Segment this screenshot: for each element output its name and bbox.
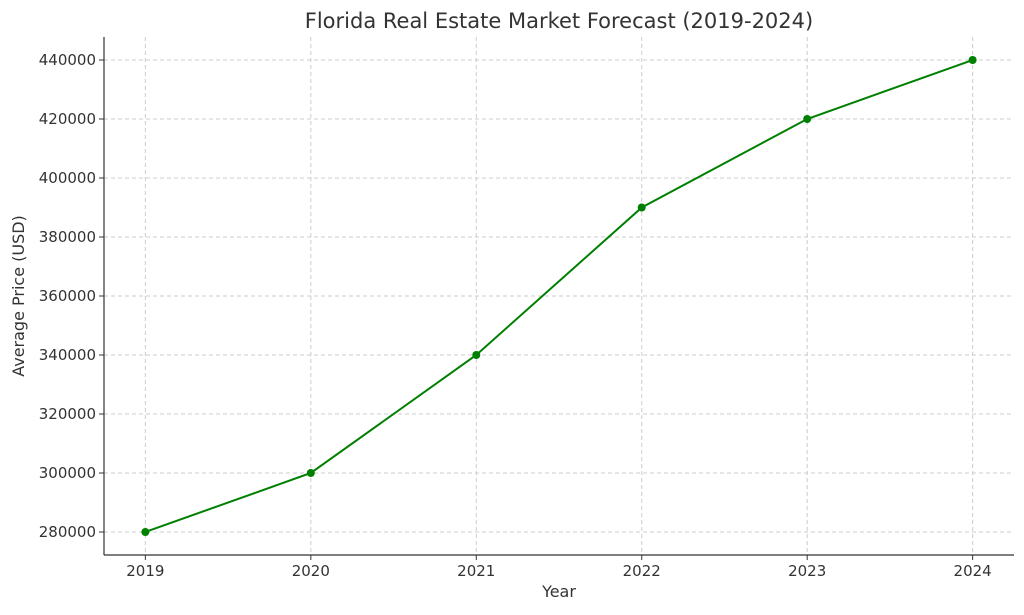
chart-title: Florida Real Estate Market Forecast (201… (305, 9, 813, 33)
x-tick-label: 2023 (788, 562, 826, 580)
x-axis-label: Year (541, 582, 576, 601)
x-tick-label: 2019 (126, 562, 164, 580)
data-point (968, 56, 977, 65)
data-point (141, 527, 150, 536)
x-tick-label: 2024 (954, 562, 992, 580)
y-tick-label: 360000 (39, 287, 96, 305)
y-tick-label: 280000 (39, 523, 96, 541)
y-tick-label: 380000 (39, 228, 96, 246)
y-tick-label: 400000 (39, 169, 96, 187)
y-tick-label: 340000 (39, 346, 96, 364)
y-tick-label: 300000 (39, 464, 96, 482)
data-point (306, 468, 315, 477)
data-point (472, 350, 481, 359)
y-tick-label: 440000 (39, 51, 96, 69)
series-line (145, 59, 973, 533)
y-axis-label: Average Price (USD) (9, 215, 28, 377)
y-tick-label: 420000 (39, 110, 96, 128)
data-point (637, 203, 646, 212)
x-tick-label: 2022 (623, 562, 661, 580)
x-tick-label: 2020 (292, 562, 330, 580)
x-tick-label: 2021 (457, 562, 495, 580)
y-tick-label: 320000 (39, 405, 96, 423)
data-point (803, 115, 812, 124)
